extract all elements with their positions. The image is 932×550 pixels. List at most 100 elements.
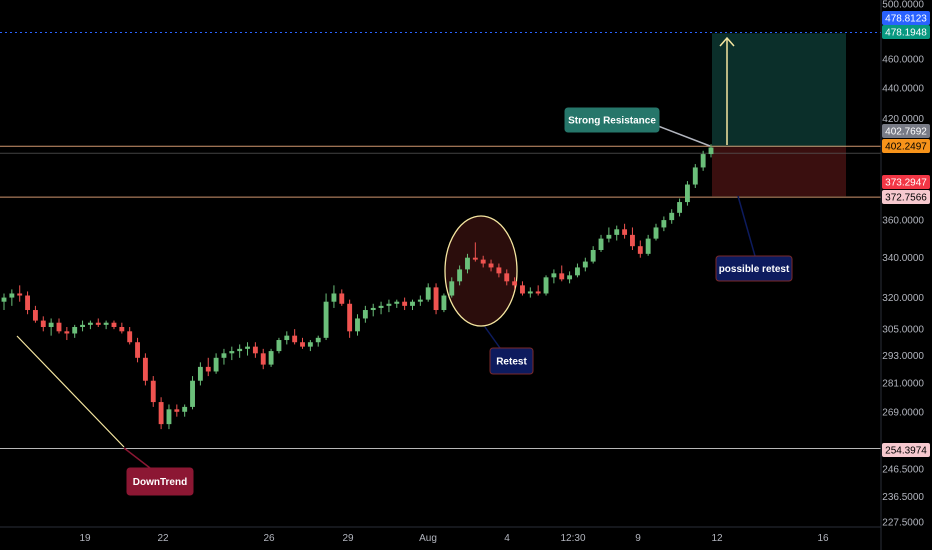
candle-body	[182, 406, 188, 412]
candle-body	[614, 229, 620, 235]
callout-box	[489, 347, 534, 375]
price-tag-label: 478.1948	[885, 28, 927, 39]
price-tick-label: 305.0000	[882, 325, 924, 336]
retest-callout[interactable]: Retest	[484, 326, 534, 375]
candle-body	[221, 353, 227, 358]
price-tick-label: 246.5000	[882, 465, 924, 476]
candle-body	[190, 380, 195, 407]
callout-pointer	[657, 125, 711, 147]
candle-body	[535, 291, 541, 294]
candle-body	[1, 297, 7, 302]
candle-body	[119, 327, 125, 332]
candle-body	[9, 293, 15, 298]
candle-body	[465, 257, 470, 270]
candle-body	[300, 342, 305, 347]
time-tick-label: 12:30	[560, 533, 585, 544]
candle-body	[323, 301, 329, 338]
time-tick-label: 12	[711, 533, 723, 544]
time-tick-label: 16	[817, 533, 829, 544]
candle-body	[331, 293, 337, 302]
price-tag-box	[882, 139, 930, 153]
price-tag-label: 402.7692	[885, 127, 927, 138]
annotations[interactable]: Strong Resistance possible retest Retest Do…	[123, 107, 793, 496]
candle-body	[378, 305, 384, 308]
candle-body	[80, 324, 85, 328]
candle-body	[135, 342, 140, 358]
candle-body	[645, 238, 651, 254]
callout-label: possible retest	[719, 264, 790, 275]
price-tick-label: 227.5000	[882, 518, 924, 529]
time-tick-label: 19	[79, 533, 91, 544]
possible-retest-callout[interactable]: possible retest	[715, 195, 793, 282]
price-tick-label: 340.0000	[882, 253, 924, 264]
candle-body	[606, 234, 612, 239]
candle-body	[402, 301, 408, 306]
time-tick-label: 26	[263, 533, 275, 544]
price-tag: 478.8123	[882, 11, 930, 25]
candle-body	[158, 402, 164, 425]
price-axis[interactable]: 500.0000 460.0000 440.0000 420.0000 360.0000…	[882, 0, 924, 529]
callout-label: Strong Resistance	[568, 116, 656, 127]
candle-body	[449, 281, 455, 296]
price-tag-box	[882, 124, 930, 138]
candle-body	[700, 154, 706, 168]
callout-pointer	[484, 326, 501, 349]
long-position-tool[interactable]	[712, 33, 846, 197]
candle-body	[355, 318, 360, 332]
profit-zone	[712, 33, 846, 148]
price-tag: 372.7566	[882, 190, 930, 204]
price-tag: 402.7692	[882, 124, 930, 138]
callout-box	[126, 467, 194, 496]
candle-body	[425, 287, 431, 300]
candle-body	[441, 295, 447, 311]
time-tick-label: Aug	[419, 533, 437, 544]
retest-ellipse[interactable]	[444, 215, 518, 327]
candle-body	[433, 287, 439, 311]
candle-body	[307, 342, 313, 347]
price-tag-box	[882, 190, 930, 204]
candle-body	[95, 322, 101, 325]
downtrend-line[interactable]	[16, 335, 125, 448]
candle-body	[25, 295, 31, 311]
candle-body	[339, 293, 345, 304]
downtrend-line-segment	[16, 335, 125, 448]
time-axis[interactable]: 19 22 26 29 Aug 4 12:30 9 12 16	[79, 533, 829, 544]
time-tick-label: 9	[635, 533, 641, 544]
target-arrow	[719, 36, 735, 145]
candle-body	[496, 267, 502, 274]
price-tick-label: 236.5000	[882, 492, 924, 503]
candle-body	[276, 340, 282, 352]
candle-body	[205, 366, 211, 372]
candle-body	[504, 273, 510, 282]
price-tick-label: 293.0000	[882, 351, 924, 362]
price-tag: 478.1948	[882, 25, 930, 39]
candle-body	[64, 331, 70, 334]
candle-body	[708, 147, 714, 155]
candle-body	[197, 366, 203, 381]
price-tick-label: 420.0000	[882, 114, 924, 125]
time-tick-label: 29	[342, 533, 354, 544]
callout-label: DownTrend	[133, 477, 187, 488]
candle-body	[252, 346, 258, 354]
candle-body	[386, 303, 392, 306]
callout-label: Retest	[496, 357, 527, 368]
candle-body	[229, 351, 235, 354]
price-tick-label: 440.0000	[882, 84, 924, 95]
candle-body	[245, 346, 250, 349]
candle-body	[292, 335, 298, 343]
candle-body	[417, 299, 423, 302]
callout-pointer	[123, 447, 151, 469]
candle-body	[17, 293, 23, 296]
price-tag: 402.2497	[882, 139, 930, 153]
candle-body	[520, 285, 525, 294]
candle-body	[472, 257, 478, 260]
price-tag-box	[882, 443, 930, 457]
downtrend-callout[interactable]: DownTrend	[123, 447, 194, 496]
candle-body	[40, 320, 46, 328]
candle-body	[677, 202, 683, 213]
candle-body	[551, 273, 557, 278]
time-tick-label: 22	[157, 533, 169, 544]
candle-body	[567, 275, 573, 280]
strong-resistance-callout[interactable]: Strong Resistance	[564, 107, 711, 147]
